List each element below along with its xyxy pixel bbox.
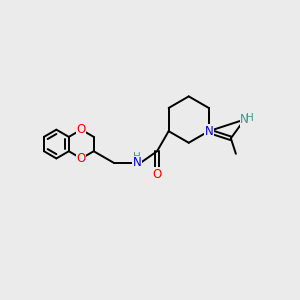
Text: O: O [76,152,86,165]
Text: N: N [240,113,249,126]
Text: N: N [204,125,213,138]
Text: N: N [133,156,141,169]
Text: O: O [76,123,86,136]
Text: O: O [152,168,162,181]
Text: H: H [133,152,141,163]
Text: H: H [246,113,254,123]
